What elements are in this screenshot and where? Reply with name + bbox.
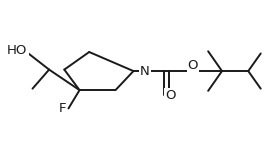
Text: O: O <box>165 89 175 102</box>
Text: N: N <box>140 65 150 78</box>
Text: O: O <box>188 59 198 72</box>
Text: F: F <box>58 102 66 115</box>
Text: HO: HO <box>7 44 28 57</box>
